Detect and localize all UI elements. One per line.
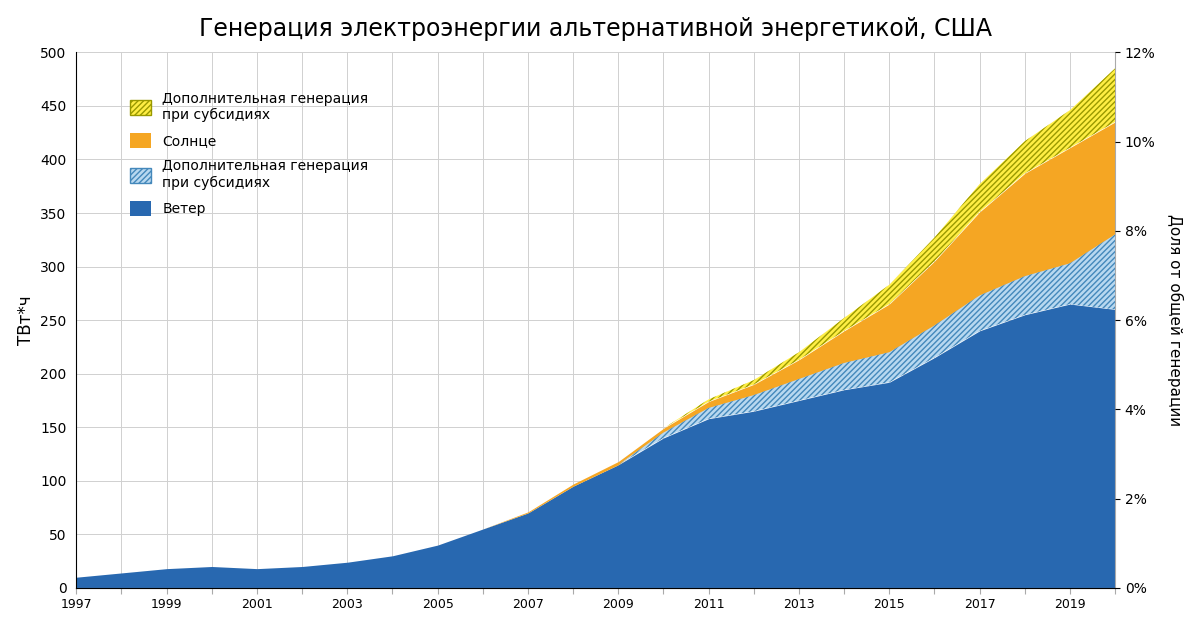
Title: Генерация электроэнергии альтернативной энергетикой, США: Генерация электроэнергии альтернативной … [199,17,992,41]
Y-axis label: ТВт*ч: ТВт*ч [17,295,35,345]
Legend: Дополнительная генерация
при субсидиях, Солнце, Дополнительная генерация
при суб: Дополнительная генерация при субсидиях, … [125,86,374,222]
Y-axis label: Доля от общей генерации: Доля от общей генерации [1168,214,1183,426]
